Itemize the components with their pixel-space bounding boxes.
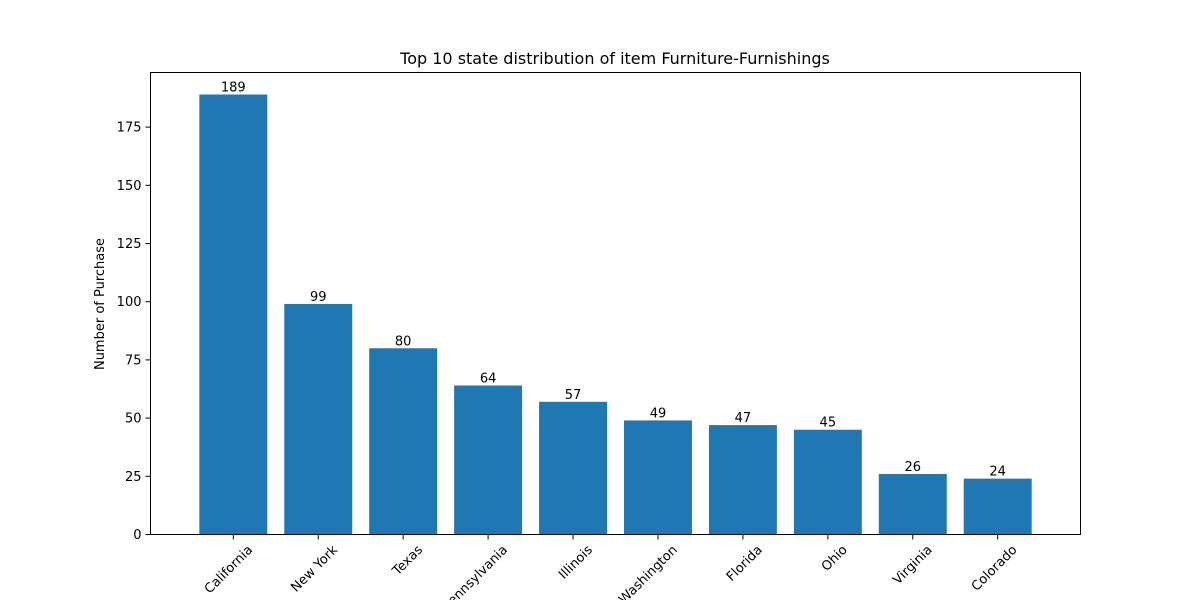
bar-value-label: 24 <box>989 465 1006 480</box>
plot-frame <box>150 72 1081 535</box>
x-tick-label: Pennsylvania <box>440 543 511 600</box>
y-axis: 0 25 50 75 100 125 150 175 <box>117 121 151 543</box>
bar-washington <box>623 420 692 535</box>
y-tick-label: 25 <box>125 470 142 485</box>
bar-pennsylvania <box>454 385 523 535</box>
x-tick-label: Texas <box>389 543 426 580</box>
x-tick-label: California <box>202 543 256 597</box>
bar-value-label: 45 <box>820 416 837 431</box>
bar-value-label: 99 <box>310 290 327 305</box>
y-tick-label: 125 <box>117 237 142 252</box>
y-tick-label: 100 <box>117 295 142 310</box>
bar-texas <box>369 348 438 535</box>
y-tick-label: 150 <box>117 179 142 194</box>
x-tick-label: Washington <box>616 543 681 600</box>
bar-florida <box>708 425 777 535</box>
bar-value-label: 57 <box>565 388 582 403</box>
y-tick-label: 50 <box>125 412 142 427</box>
bars-layer: 189 99 80 64 57 49 47 45 26 24 <box>199 81 1032 535</box>
x-tick-label: Ohio <box>819 543 851 575</box>
bar-value-label: 26 <box>904 460 921 475</box>
bar-virginia <box>878 473 947 535</box>
chart-title: Top 10 state distribution of item Furnit… <box>399 49 830 68</box>
x-tick-label: New York <box>288 542 341 595</box>
bar-value-label: 47 <box>735 411 752 426</box>
bar-value-label: 49 <box>650 406 667 421</box>
y-tick-label: 175 <box>117 121 142 136</box>
y-tick-label: 0 <box>133 528 141 543</box>
bar-value-label: 189 <box>221 81 246 96</box>
bar-value-label: 64 <box>480 372 497 387</box>
x-tick-label: Florida <box>724 543 766 585</box>
y-axis-label: Number of Purchase <box>93 238 108 370</box>
x-tick-label: Colorado <box>969 543 1021 595</box>
x-axis: California New York Texas Pennsylvania Illin… <box>202 534 1021 600</box>
x-tick-label: Illinois <box>556 543 596 583</box>
y-tick-label: 75 <box>125 353 142 368</box>
bar-colorado <box>963 478 1032 535</box>
x-tick-label: Virginia <box>890 543 935 588</box>
bar-illinois <box>539 401 608 535</box>
bar-ohio <box>793 429 862 535</box>
bar-new-york <box>284 304 353 535</box>
bar-california <box>199 94 268 535</box>
bar-value-label: 80 <box>395 334 412 349</box>
